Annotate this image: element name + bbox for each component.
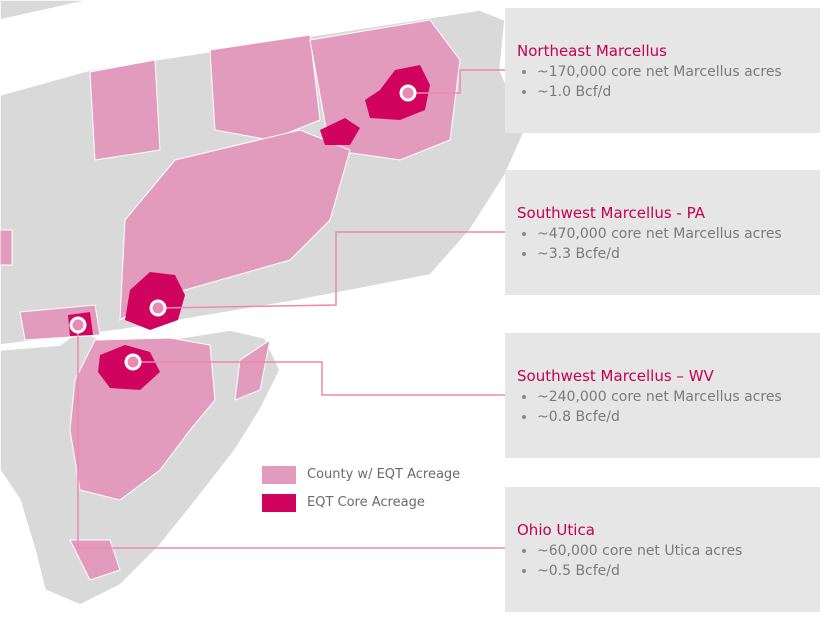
marker (69, 316, 87, 334)
region-panel: Southwest Marcellus - PA ~470,000 core ne… (505, 170, 820, 295)
connector (157, 231, 505, 309)
county (234, 338, 271, 401)
connectors (77, 69, 505, 549)
region-title: Ohio Utica (517, 521, 595, 539)
region-bullet: ~60,000 core net Utica acres (537, 541, 820, 561)
legend-label: County w/ EQT Acreage (307, 467, 461, 482)
connector (77, 325, 505, 549)
region-bullet: ~0.5 Bcfe/d (537, 561, 820, 581)
marker (149, 299, 167, 317)
core-acreage (68, 65, 430, 390)
state-ny (0, 0, 91, 21)
region-title: Southwest Marcellus – WV (517, 367, 714, 385)
region-bullet: ~240,000 core net Marcellus acres (537, 387, 820, 407)
region-title: Northeast Marcellus (517, 42, 667, 60)
region-panel: Northeast Marcellus ~170,000 core net Mar… (505, 8, 820, 133)
legend-swatch (262, 494, 296, 512)
region-bullet: ~470,000 core net Marcellus acres (537, 224, 820, 244)
region-bullets: ~170,000 core net Marcellus acres~1.0 Bc… (519, 62, 820, 102)
region-panel: Ohio Utica ~60,000 core net Utica acres~0… (505, 487, 820, 612)
county (89, 59, 161, 161)
county (0, 229, 13, 266)
connector (133, 361, 505, 396)
region-bullet: ~0.8 Bcfe/d (537, 407, 820, 427)
region-bullet: ~1.0 Bcf/d (537, 82, 820, 102)
markers (69, 84, 417, 371)
region-title: Southwest Marcellus - PA (517, 204, 705, 222)
county (69, 539, 121, 581)
marker (399, 84, 417, 102)
region-panel: Southwest Marcellus – WV ~240,000 core ne… (505, 333, 820, 458)
core-ne (320, 65, 430, 145)
region-bullets: ~60,000 core net Utica acres~0.5 Bcfe/d (519, 541, 820, 581)
region-bullets: ~240,000 core net Marcellus acres~0.8 Bc… (519, 387, 820, 427)
legend-swatch (262, 466, 296, 484)
region-bullet: ~3.3 Bcfe/d (537, 244, 820, 264)
region-bullets: ~470,000 core net Marcellus acres~3.3 Bc… (519, 224, 820, 264)
region-bullet: ~170,000 core net Marcellus acres (537, 62, 820, 82)
legend-label: EQT Core Acreage (307, 495, 425, 510)
county (209, 34, 321, 141)
marker (124, 353, 142, 371)
connector (408, 69, 505, 94)
